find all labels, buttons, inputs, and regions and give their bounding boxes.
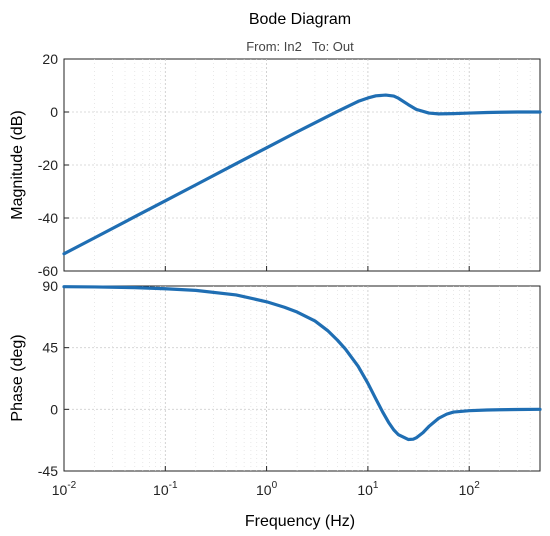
y-tick-label: -60 — [38, 263, 58, 279]
magnitude-axis-label: Magnitude (dB) — [9, 110, 26, 219]
x-tick-label: 102 — [459, 480, 481, 498]
chart-title: Bode Diagram — [249, 11, 351, 28]
plot-area — [63, 285, 541, 472]
phase-series-line — [62, 285, 542, 442]
y-tick-label: -45 — [38, 463, 58, 479]
y-tick-label: -20 — [38, 157, 58, 173]
y-tick-label: 45 — [42, 340, 58, 356]
subtitle-to: To: Out — [312, 39, 354, 54]
x-tick-label: 10-1 — [153, 480, 178, 498]
chart-subtitle: From: In2 To: Out — [246, 39, 354, 54]
y-tick-label: -40 — [38, 210, 58, 226]
x-tick-label: 100 — [256, 480, 278, 498]
x-tick-label: 101 — [357, 480, 379, 498]
y-tick-label: 0 — [50, 401, 58, 417]
subtitle-from: From: In2 — [246, 39, 302, 54]
magnitude-panel: 20 0 -20 -40 -60 — [38, 51, 542, 279]
y-tick-label: 0 — [50, 104, 58, 120]
frequency-axis-label: Frequency (Hz) — [245, 513, 355, 530]
x-tick-label: 10-2 — [52, 480, 77, 498]
magnitude-series-line — [62, 93, 542, 256]
y-tick-label: 90 — [42, 278, 58, 294]
y-tick-label: 20 — [42, 51, 58, 67]
phase-axis-label: Phase (deg) — [9, 334, 26, 421]
